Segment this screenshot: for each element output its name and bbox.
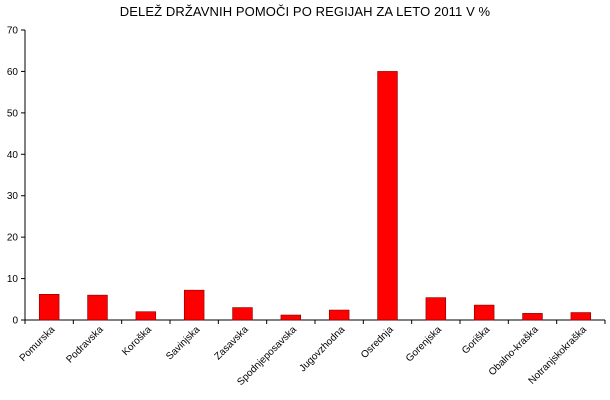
x-tick-label: Osrednja <box>359 324 396 361</box>
y-tick-label: 60 <box>7 67 19 78</box>
y-tick-label: 0 <box>12 316 18 327</box>
x-tick-label: Savinjska <box>164 324 202 362</box>
bar-pomurska <box>38 294 60 321</box>
bar-savinjska <box>183 289 205 321</box>
y-tick-label: 40 <box>7 150 19 161</box>
bar-notranjskokraška <box>570 312 592 321</box>
y-tick-label: 70 <box>7 26 19 37</box>
x-tick-label: Pomurska <box>18 324 58 364</box>
y-tick-label: 20 <box>7 233 19 244</box>
x-tick-label: Koroška <box>120 324 154 358</box>
x-tick-label: Obalno-kraška <box>487 324 541 378</box>
x-tick-label: Jugovzhodna <box>297 324 347 374</box>
bar-podravska <box>87 294 108 321</box>
chart-title: DELEŽ DRŽAVNIH POMOČI PO REGIJAH ZA LETO… <box>119 4 491 19</box>
y-axis-ticks: 0 10 20 30 40 50 60 70 <box>7 26 25 327</box>
y-tick-label: 50 <box>7 108 19 119</box>
axes <box>24 30 605 321</box>
bar-gorenjska <box>425 297 447 321</box>
y-tick-label: 10 <box>7 274 19 285</box>
x-tick-label: Gorenjska <box>404 324 444 364</box>
x-tick-label: Zasavska <box>213 324 251 362</box>
x-tick-label: Podravska <box>64 324 105 365</box>
bar-spodnjeposavska <box>280 314 302 321</box>
bar-jugovzhodna <box>328 309 350 321</box>
bar-osrednja <box>377 71 398 321</box>
bar-koroška <box>135 311 157 321</box>
y-tick-label: 30 <box>7 191 19 202</box>
bar-goriška <box>473 304 495 321</box>
bar-zasavska <box>232 307 253 321</box>
x-tick-label: Goriška <box>460 324 492 356</box>
bar-obalno-kraška <box>522 313 543 321</box>
bars <box>38 71 592 321</box>
x-axis-ticks: Pomurska Podravska Koroška Savinjska Zasavsk… <box>18 320 606 388</box>
